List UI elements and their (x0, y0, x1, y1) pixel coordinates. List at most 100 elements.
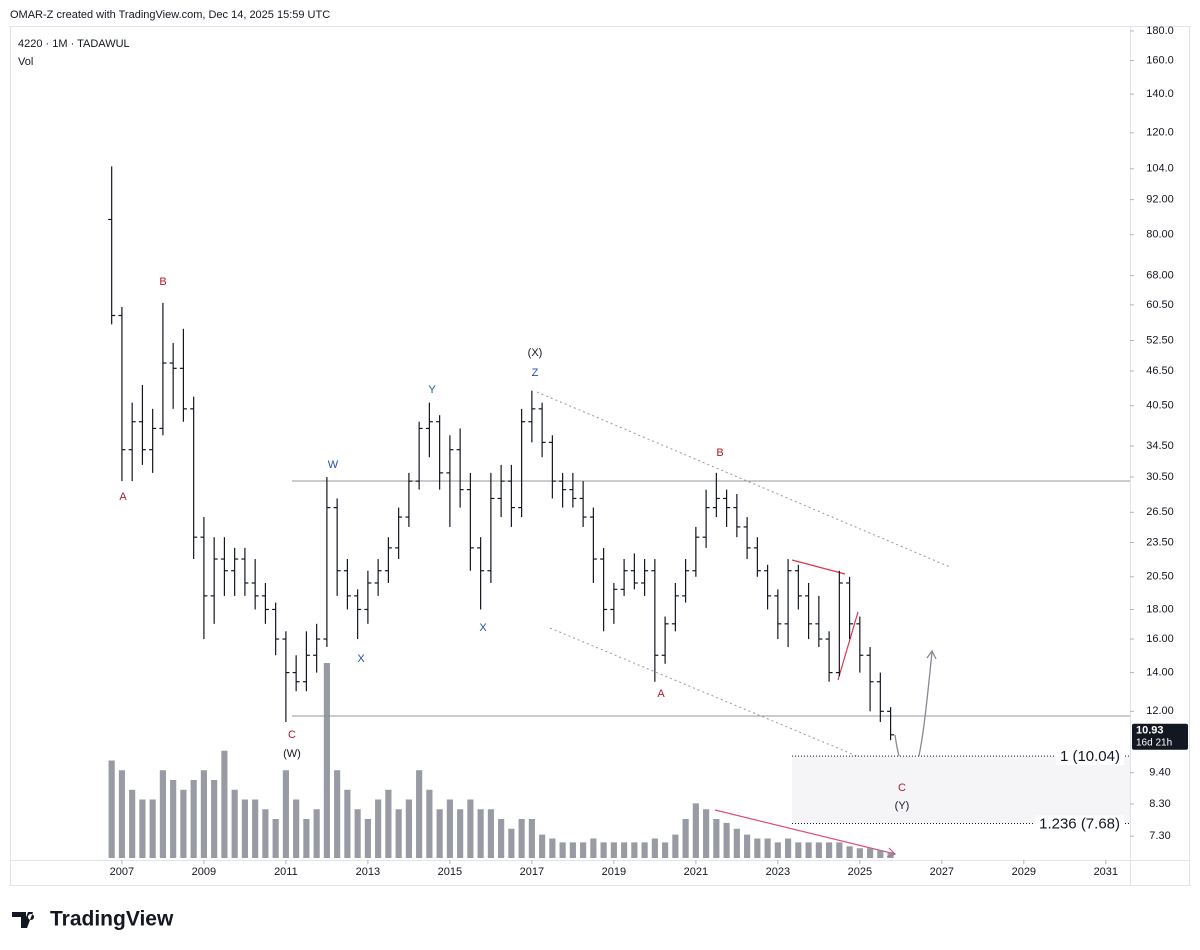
volume-bar (293, 799, 300, 858)
x-tick-label: 2019 (602, 866, 626, 878)
x-tick-label: 2007 (110, 866, 134, 878)
volume-bar (856, 848, 863, 858)
x-tick-label: 2025 (848, 866, 872, 878)
volume-bar (682, 819, 689, 858)
volume-bar (477, 809, 484, 858)
volume-bar (262, 809, 269, 858)
volume-trend-arrow (714, 809, 896, 855)
volume-bar (129, 789, 136, 858)
volume-bar (764, 838, 771, 858)
volume-bar (139, 799, 146, 858)
brand-name: TradingView (50, 908, 174, 931)
volume-bar (190, 780, 197, 858)
volume-bar (631, 842, 638, 858)
wave-label: C (288, 729, 296, 741)
volume-bar (395, 809, 402, 858)
volume-bar (282, 770, 289, 858)
volume-bar (508, 828, 515, 858)
y-tick-label: 80.00 (1146, 229, 1174, 241)
volume-bar (303, 819, 310, 858)
x-tick-label: 2015 (438, 866, 462, 878)
wave-label: (X) (528, 347, 543, 359)
volume-bar (446, 799, 453, 858)
volume-bar (170, 780, 177, 858)
volume-bar (385, 789, 392, 858)
volume-bar (539, 834, 546, 858)
x-tick-label: 2013 (356, 866, 380, 878)
wave-label: (W) (283, 748, 301, 760)
fib-label-bg (1055, 748, 1124, 766)
y-tick-label: 68.00 (1146, 269, 1174, 281)
volume-bar (651, 838, 658, 858)
x-tick-label: 2021 (684, 866, 708, 878)
volume-bar (744, 834, 751, 858)
y-tick-label: 26.50 (1146, 506, 1174, 518)
axes: 7.30 8.30 9.40 12.00 14.00 16.00 18.00 20.50 23.… (110, 25, 1188, 878)
x-tick-label: 2011 (274, 866, 298, 878)
price-bars (108, 166, 895, 741)
volume-bar (815, 842, 822, 858)
volume-pane (108, 663, 894, 858)
volume-bar (364, 819, 371, 858)
trend-line (837, 611, 859, 681)
volume-bar (549, 838, 556, 858)
y-tick-label: 30.50 (1146, 471, 1174, 483)
volume-bar (713, 819, 720, 858)
volume-bar (692, 803, 699, 858)
volume-bar (621, 842, 628, 858)
fib-label: 1.236 (7.68) (1039, 815, 1120, 832)
wave-label: A (657, 688, 665, 700)
volume-bar (805, 842, 812, 858)
y-tick-label: 46.50 (1146, 365, 1174, 377)
fib-label-bg (1035, 815, 1125, 833)
trend-line (791, 559, 846, 575)
y-tick-label: 9.40 (1149, 767, 1170, 779)
volume-bar (436, 809, 443, 858)
volume-bar (580, 842, 587, 858)
x-tick-label: 2017 (520, 866, 544, 878)
wave-label: (Y) (895, 800, 910, 812)
wave-label: A (119, 491, 127, 503)
volume-bar (108, 760, 115, 858)
volume-bar (426, 789, 433, 858)
y-tick-label: 7.30 (1149, 830, 1170, 842)
volume-bar (887, 852, 894, 858)
volume-bar (836, 842, 843, 858)
volume-bar (221, 750, 228, 858)
volume-bar (354, 809, 361, 858)
wave-label: B (159, 276, 166, 288)
y-tick-label: 120.0 (1146, 127, 1174, 139)
volume-bar (600, 842, 607, 858)
volume-bar (467, 799, 474, 858)
arrow-head (926, 649, 937, 660)
volume-bar (662, 842, 669, 858)
y-tick-label: 16.00 (1146, 633, 1174, 645)
y-tick-label: 104.0 (1146, 163, 1174, 175)
wave-labels: A B C (W) W X Y X Z (X) A B C (Y) (119, 276, 909, 812)
frame (10, 26, 1190, 886)
price-tag-value: 10.93 (1136, 725, 1164, 737)
volume-label: Vol (18, 56, 33, 68)
y-tick-label: 23.50 (1146, 536, 1174, 548)
brand-logo: TradingView (12, 908, 174, 931)
y-tick-label: 12.00 (1146, 705, 1174, 717)
x-tick-label: 2023 (766, 866, 790, 878)
volume-bar (498, 819, 505, 858)
volume-bar (610, 842, 617, 858)
volume-bar (641, 842, 648, 858)
x-tick-label: 2027 (930, 866, 954, 878)
volume-bar (559, 842, 566, 858)
volume-bar (272, 819, 279, 858)
wave-label: Z (532, 367, 539, 379)
volume-bar (252, 799, 259, 858)
price-tag (1132, 723, 1188, 750)
volume-bar (241, 799, 248, 858)
volume-bar (518, 819, 525, 858)
volume-bar (785, 838, 792, 858)
attribution: OMAR-Z created with TradingView.com, Dec… (10, 9, 330, 21)
volume-bar (211, 780, 218, 858)
wave-label: X (479, 622, 487, 634)
volume-bar (200, 770, 207, 858)
volume-bar (528, 819, 535, 858)
x-tick-label: 2029 (1012, 866, 1036, 878)
